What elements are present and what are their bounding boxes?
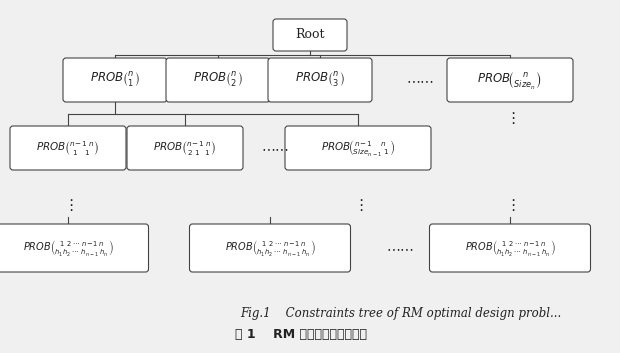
FancyBboxPatch shape <box>166 58 270 102</box>
Text: $\vdots$: $\vdots$ <box>505 197 515 213</box>
FancyBboxPatch shape <box>447 58 573 102</box>
FancyBboxPatch shape <box>268 58 372 102</box>
Text: $PROB\!\binom{\ n}{Size_n}$: $PROB\!\binom{\ n}{Size_n}$ <box>477 70 542 90</box>
Text: $\cdots\cdots$: $\cdots\cdots$ <box>406 73 434 87</box>
Text: $PROB\!\binom{n\!-\!1\ \ \ \ n}{Size_{n-1}\ 1}$: $PROB\!\binom{n\!-\!1\ \ \ \ n}{Size_{n-… <box>321 138 395 158</box>
Text: $PROB\binom{1\ 2\ \cdots\ n\!-\!1\ n}{h_1 h_2\ \cdots\ h_{n-1}\ h_n}$: $PROB\binom{1\ 2\ \cdots\ n\!-\!1\ n}{h_… <box>22 238 113 258</box>
Text: $\vdots$: $\vdots$ <box>505 110 515 126</box>
Text: $\vdots$: $\vdots$ <box>63 197 73 213</box>
Text: $\vdots$: $\vdots$ <box>353 197 363 213</box>
FancyBboxPatch shape <box>285 126 431 170</box>
FancyBboxPatch shape <box>10 126 126 170</box>
Text: $PROB\binom{1\ 2\ \cdots\ n\!-\!1\ n}{h_1 h_2\ \cdots\ h_{n-1}\ h_n}$: $PROB\binom{1\ 2\ \cdots\ n\!-\!1\ n}{h_… <box>464 238 556 258</box>
FancyBboxPatch shape <box>0 224 149 272</box>
Text: $PROB\binom{n}{1}$: $PROB\binom{n}{1}$ <box>90 71 140 89</box>
FancyBboxPatch shape <box>190 224 350 272</box>
Text: $PROB\binom{n\!-\!1\ n}{1\ \ \ 1}$: $PROB\binom{n\!-\!1\ n}{1\ \ \ 1}$ <box>36 139 100 157</box>
Text: $\cdots\cdots$: $\cdots\cdots$ <box>386 241 414 255</box>
Text: Fig.1    Constraints tree of RM optimal design probl...: Fig.1 Constraints tree of RM optimal des… <box>240 307 561 320</box>
FancyBboxPatch shape <box>273 19 347 51</box>
Text: $PROB\binom{n\!-\!1\ n}{2\ 1\ \ 1}$: $PROB\binom{n\!-\!1\ n}{2\ 1\ \ 1}$ <box>153 139 217 157</box>
Text: $PROB\binom{n}{2}$: $PROB\binom{n}{2}$ <box>193 71 243 89</box>
Text: $\cdots\cdots$: $\cdots\cdots$ <box>261 141 289 155</box>
Text: $PROB\binom{n}{3}$: $PROB\binom{n}{3}$ <box>295 71 345 89</box>
Text: 图 1    RM 优化问题约束条件树: 图 1 RM 优化问题约束条件树 <box>235 328 367 341</box>
Text: $PROB\binom{1\ 2\ \cdots\ n\!-\!1\ n}{h_1 h_2\ \cdots\ h_{n-1}\ h_n}$: $PROB\binom{1\ 2\ \cdots\ n\!-\!1\ n}{h_… <box>224 238 316 258</box>
FancyBboxPatch shape <box>63 58 167 102</box>
Text: Root: Root <box>295 29 325 42</box>
FancyBboxPatch shape <box>430 224 590 272</box>
FancyBboxPatch shape <box>127 126 243 170</box>
